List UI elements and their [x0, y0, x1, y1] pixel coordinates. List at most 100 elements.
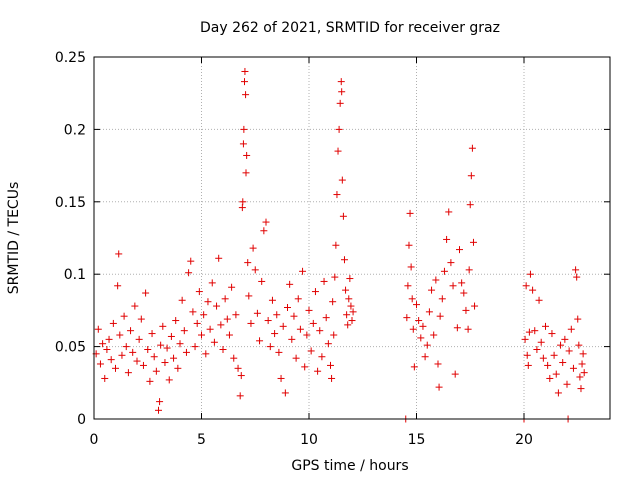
y-tick-label: 0 — [77, 412, 86, 428]
data-point — [339, 212, 347, 220]
data-point — [428, 286, 436, 294]
data-point — [331, 273, 339, 281]
data-point — [567, 325, 575, 333]
data-point — [320, 277, 328, 285]
data-point — [178, 296, 186, 304]
data-point — [580, 369, 588, 377]
data-point — [342, 286, 350, 294]
data-point — [260, 227, 268, 235]
data-point — [284, 304, 291, 312]
data-point — [195, 288, 203, 296]
data-point — [451, 370, 459, 378]
data-point — [337, 78, 345, 86]
data-point — [529, 286, 537, 294]
data-point — [462, 306, 470, 314]
data-point — [146, 377, 154, 385]
data-point — [440, 267, 448, 275]
data-point — [322, 314, 330, 322]
data-point — [565, 347, 573, 355]
data-point — [544, 361, 552, 369]
data-point — [559, 359, 567, 367]
data-point — [335, 125, 343, 133]
data-point — [271, 330, 279, 338]
data-point — [415, 317, 423, 325]
data-point — [552, 370, 560, 378]
data-point — [286, 280, 294, 288]
data-point — [404, 282, 412, 290]
data-point — [115, 250, 123, 258]
data-point — [150, 353, 158, 361]
data-point — [191, 343, 199, 351]
data-point — [521, 335, 529, 343]
data-point — [324, 340, 332, 348]
data-point — [258, 277, 266, 285]
data-point — [548, 330, 556, 338]
data-point — [413, 301, 420, 309]
data-point — [535, 296, 543, 304]
data-point — [309, 319, 317, 327]
data-point — [336, 99, 344, 107]
data-point — [135, 335, 143, 343]
y-tick-label: 0.1 — [64, 267, 86, 283]
data-point — [165, 376, 173, 384]
y-tick-label: 0.25 — [55, 50, 86, 66]
data-point — [563, 380, 571, 388]
data-point — [539, 354, 547, 362]
data-point — [542, 322, 549, 330]
data-point — [343, 311, 351, 319]
data-point — [573, 273, 581, 281]
data-point — [206, 325, 214, 333]
data-point — [533, 345, 541, 353]
data-point — [131, 302, 139, 310]
data-point — [445, 208, 453, 216]
data-point — [234, 364, 242, 372]
data-point — [432, 276, 440, 284]
data-point — [94, 325, 102, 333]
data-point — [523, 351, 531, 359]
data-point — [434, 360, 442, 368]
data-point — [223, 315, 231, 323]
data-point — [243, 151, 251, 159]
data-point — [247, 319, 255, 327]
data-point — [410, 363, 418, 371]
data-point — [189, 308, 197, 316]
data-point — [468, 144, 476, 152]
data-point — [139, 361, 147, 369]
x-tick-label: 20 — [515, 432, 533, 448]
data-point — [241, 78, 248, 86]
y-tick-label: 0.05 — [55, 340, 86, 356]
data-point — [574, 315, 582, 323]
data-point — [96, 360, 104, 368]
data-points — [92, 67, 588, 423]
data-point — [576, 373, 584, 381]
grid-lines — [94, 57, 610, 419]
data-point — [187, 257, 195, 265]
data-point — [436, 312, 444, 320]
data-point — [421, 353, 429, 361]
data-point — [174, 364, 182, 372]
data-point — [328, 374, 336, 382]
data-point — [127, 327, 135, 335]
data-point — [163, 344, 171, 352]
data-point — [167, 332, 175, 340]
data-point — [256, 337, 264, 345]
data-point — [575, 341, 583, 349]
data-point — [273, 311, 281, 319]
data-point — [170, 354, 178, 362]
data-point — [210, 338, 218, 346]
data-point — [332, 241, 340, 249]
data-point — [217, 321, 225, 329]
data-point — [133, 357, 141, 365]
data-point — [129, 348, 137, 356]
data-point — [456, 246, 463, 254]
data-point — [253, 309, 261, 317]
data-point — [577, 385, 585, 393]
data-point — [215, 254, 223, 262]
data-point — [241, 67, 249, 75]
data-point — [219, 345, 227, 353]
data-point — [124, 369, 132, 377]
data-point — [268, 296, 276, 304]
data-point — [176, 340, 184, 348]
data-point — [460, 289, 468, 297]
data-point — [239, 198, 247, 206]
